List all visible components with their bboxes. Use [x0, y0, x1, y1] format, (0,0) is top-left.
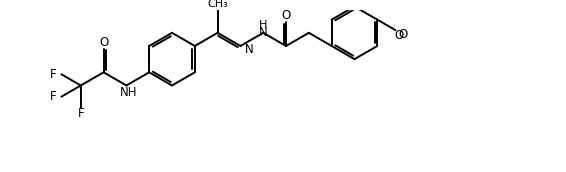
- Text: N: N: [259, 26, 268, 39]
- Text: O: O: [281, 9, 291, 22]
- Text: CH₃: CH₃: [207, 0, 228, 9]
- Text: F: F: [50, 68, 57, 81]
- Text: O: O: [395, 29, 404, 42]
- Text: O: O: [99, 36, 108, 49]
- Text: NH: NH: [119, 85, 137, 99]
- Text: O: O: [398, 28, 408, 41]
- Text: F: F: [78, 107, 84, 120]
- Text: N: N: [245, 43, 254, 56]
- Text: F: F: [50, 90, 57, 103]
- Text: H: H: [259, 20, 267, 30]
